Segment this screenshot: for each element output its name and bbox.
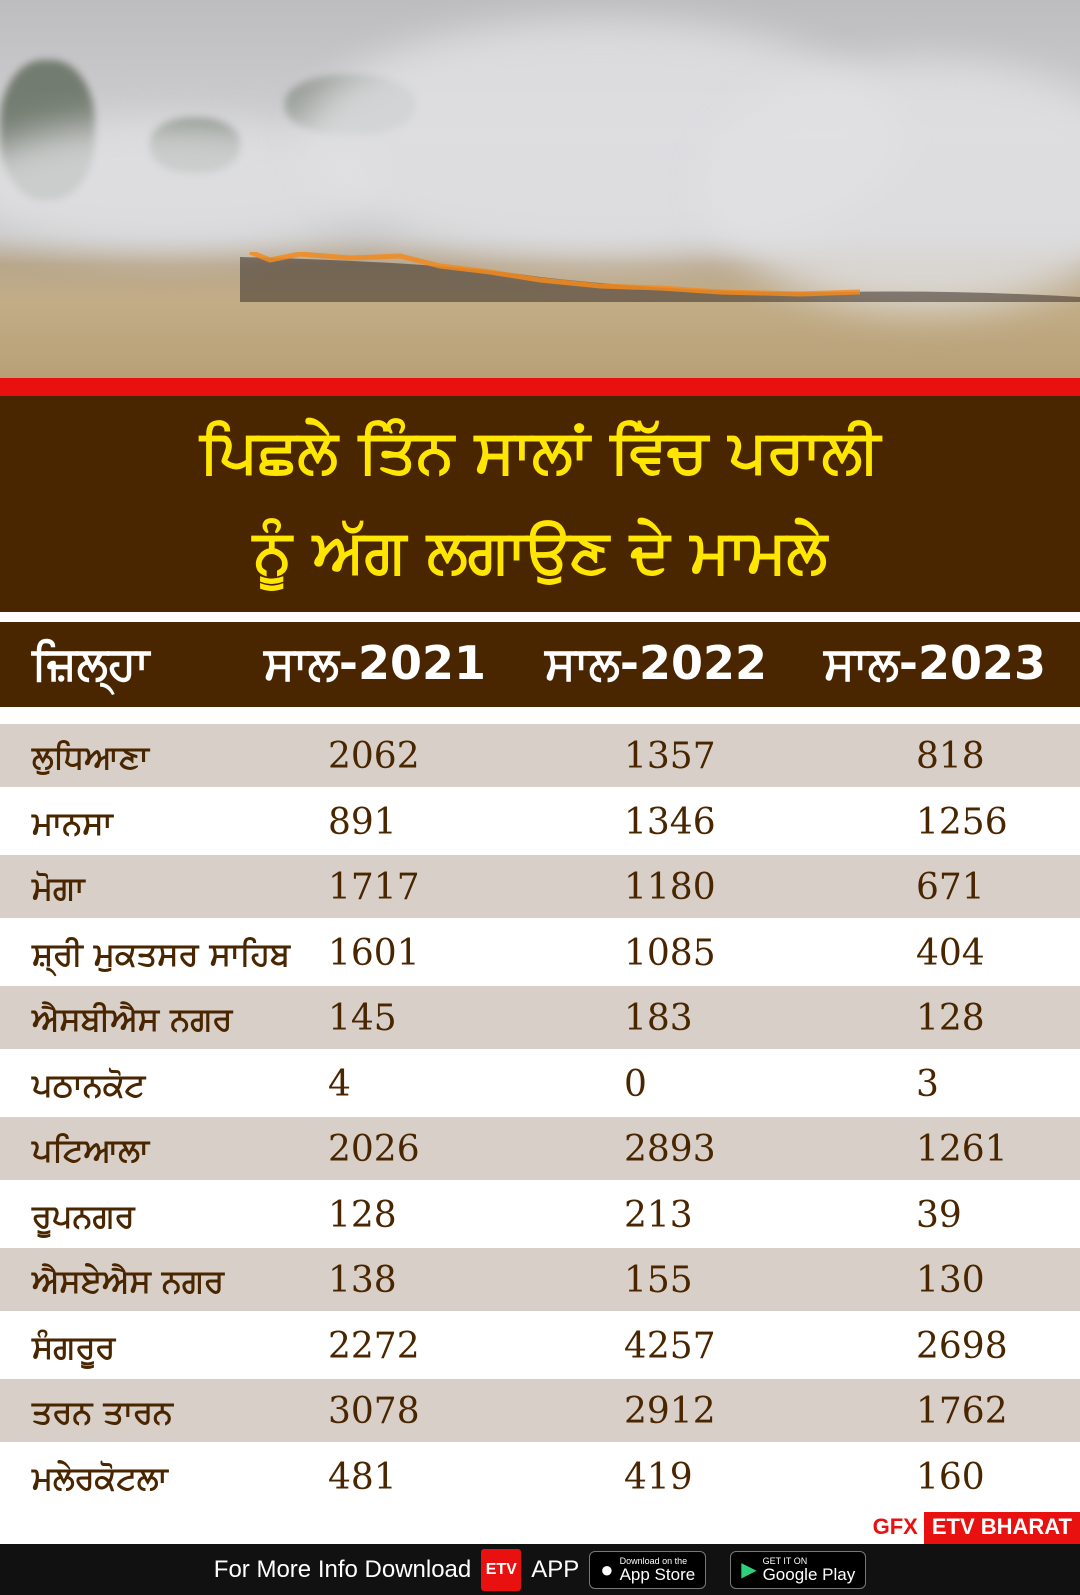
title-line-1: ਪਿਛਲੇ ਤਿੰਨ ਸਾਲਾਂ ਵਿੱਚ ਪਰਾਲੀ (199, 417, 881, 487)
app-store-button[interactable]: ● Download on the App Store (589, 1550, 707, 1589)
table-row: ਤਰਨ ਤਾਰਨ 3078 2912 1762 (0, 1379, 1080, 1445)
table-row: ਪਟਿਆਲਾ 2026 2893 1261 (0, 1117, 1080, 1183)
play-icon: ▶ (741, 1559, 757, 1581)
value-2021-cell: 891 (328, 801, 397, 843)
table-body: ਲੁਧਿਆਣਾ 2062 1357 818 ਮਾਨਸਾ 891 1346 1256 ਮੋਗਾ 17… (0, 724, 1080, 1510)
footer-banner: For More Info Download ETV APP ● Downloa… (0, 1544, 1080, 1595)
table-row: ਪਠਾਨਕੋਟ 4 0 3 (0, 1052, 1080, 1117)
googleplay-big-text: Google Play (762, 1565, 856, 1584)
value-2021-cell: 2026 (328, 1129, 420, 1170)
value-2023-cell: 818 (916, 736, 985, 777)
value-2023-cell: 2698 (916, 1325, 1008, 1367)
value-2023-cell: 128 (916, 998, 985, 1039)
column-header-2022: ਸਾਲ-2022 (545, 636, 768, 690)
column-header-district: ਜ਼ਿਲ੍ਹਾ (32, 636, 150, 690)
value-2021-cell: 1717 (328, 867, 420, 908)
appstore-small-text: Download on the (619, 1556, 688, 1566)
district-cell: ਰੂਪਨਗਰ (32, 1196, 135, 1235)
table-row: ਮਲੇਰਕੋਟਲਾ 481 419 160 (0, 1445, 1080, 1510)
value-2023-cell: 160 (916, 1456, 985, 1498)
brand-label: ETV BHARAT (923, 1512, 1080, 1544)
appstore-big-text: App Store (619, 1565, 696, 1584)
stubble-burning-photo (0, 0, 1080, 378)
apple-icon: ● (600, 1556, 614, 1582)
table-row: ਰੂਪਨਗਰ 128 213 39 (0, 1183, 1080, 1248)
value-2021-cell: 3078 (328, 1391, 420, 1432)
fire-line (240, 252, 1080, 302)
value-2023-cell: 39 (916, 1194, 962, 1236)
table-row: ਐਸਏਐਸ ਨਗਰ 138 155 130 (0, 1248, 1080, 1314)
table-row: ਸ਼੍ਰੀ ਮੁਕਤਸਰ ਸਾਹਿਬ 1601 1085 404 (0, 921, 1080, 986)
value-2022-cell: 2912 (624, 1391, 716, 1432)
value-2022-cell: 1346 (624, 801, 716, 843)
google-play-button[interactable]: ▶ GET IT ON Google Play (730, 1550, 867, 1589)
footer-text: For More Info Download (213, 1555, 472, 1583)
value-2022-cell: 1180 (624, 867, 716, 908)
district-cell: ਮਲੇਰਕੋਟਲਾ (32, 1458, 168, 1497)
value-2022-cell: 419 (624, 1456, 693, 1498)
table-header: ਜ਼ਿਲ੍ਹਾ ਸਾਲ-2021 ਸਾਲ-2022 ਸਾਲ-2023 (0, 622, 1080, 707)
value-2022-cell: 1357 (624, 736, 716, 777)
value-2021-cell: 2062 (328, 736, 420, 777)
value-2021-cell: 138 (328, 1260, 397, 1301)
red-divider (0, 378, 1080, 396)
app-label: APP (531, 1555, 580, 1583)
value-2021-cell: 1601 (328, 932, 420, 974)
value-2023-cell: 1762 (916, 1391, 1008, 1432)
value-2022-cell: 0 (624, 1063, 647, 1105)
district-cell: ਲੁਧਿਆਣਾ (32, 738, 149, 776)
value-2021-cell: 4 (328, 1063, 351, 1105)
gfx-label: GFX (866, 1512, 924, 1544)
column-header-2023: ਸਾਲ-2023 (824, 636, 1047, 690)
district-cell: ਐਸਬੀਐਸ ਨਗਰ (32, 1000, 233, 1038)
district-cell: ਪਟਿਆਲਾ (32, 1131, 150, 1169)
value-2022-cell: 183 (624, 998, 693, 1039)
district-cell: ਸ਼੍ਰੀ ਮੁਕਤਸਰ ਸਾਹਿਬ (32, 934, 290, 973)
etv-logo: ETV (481, 1548, 522, 1591)
table-row: ਸੰਗਰੂਰ 2272 4257 2698 (0, 1314, 1080, 1379)
value-2023-cell: 671 (916, 867, 985, 908)
table-row: ਮੋਗਾ 1717 1180 671 (0, 855, 1080, 921)
value-2022-cell: 213 (624, 1194, 693, 1236)
value-2021-cell: 145 (328, 998, 397, 1039)
value-2022-cell: 4257 (624, 1325, 716, 1367)
district-cell: ਮੋਗਾ (32, 869, 85, 907)
value-2023-cell: 1261 (916, 1129, 1008, 1170)
value-2022-cell: 1085 (624, 932, 716, 974)
table-row: ਮਾਨਸਾ 891 1346 1256 (0, 790, 1080, 855)
district-cell: ਪਠਾਨਕੋਟ (32, 1065, 146, 1104)
value-2023-cell: 1256 (916, 801, 1008, 843)
value-2021-cell: 481 (328, 1456, 397, 1498)
column-header-2021: ਸਾਲ-2021 (264, 636, 487, 690)
district-cell: ਤਰਨ ਤਾਰਨ (32, 1393, 173, 1431)
value-2021-cell: 2272 (328, 1325, 420, 1367)
page-title: ਪਿਛਲੇ ਤਿੰਨ ਸਾਲਾਂ ਵਿੱਚ ਪਰਾਲੀ ਨੂੰ ਅੱਗ ਲਗਾਉ… (0, 396, 1080, 612)
district-cell: ਸੰਗਰੂਰ (32, 1327, 116, 1366)
credit-badge: GFX ETV BHARAT (866, 1512, 1080, 1544)
value-2023-cell: 3 (916, 1063, 939, 1105)
table-row: ਐਸਬੀਐਸ ਨਗਰ 145 183 128 (0, 986, 1080, 1052)
value-2022-cell: 2893 (624, 1129, 716, 1170)
value-2022-cell: 155 (624, 1260, 693, 1301)
googleplay-small-text: GET IT ON (762, 1556, 808, 1566)
table-row: ਲੁਧਿਆਣਾ 2062 1357 818 (0, 724, 1080, 790)
value-2021-cell: 128 (328, 1194, 397, 1236)
value-2023-cell: 130 (916, 1260, 985, 1301)
title-line-2: ਨੂੰ ਅੱਗ ਲਗਾਉਣ ਦੇ ਮਾਮਲੇ (252, 517, 828, 587)
value-2023-cell: 404 (916, 932, 985, 974)
district-cell: ਐਸਏਐਸ ਨਗਰ (32, 1262, 225, 1300)
district-cell: ਮਾਨਸਾ (32, 803, 113, 842)
